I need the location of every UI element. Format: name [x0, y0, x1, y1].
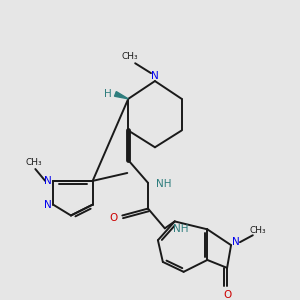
Text: CH₃: CH₃	[249, 226, 266, 235]
Text: N: N	[44, 200, 52, 210]
Text: N: N	[151, 71, 159, 81]
Text: NH: NH	[173, 224, 188, 234]
Text: CH₃: CH₃	[122, 52, 139, 61]
Text: CH₃: CH₃	[25, 158, 42, 166]
Text: N: N	[44, 176, 52, 186]
Polygon shape	[115, 92, 128, 99]
Text: O: O	[109, 214, 118, 224]
Text: O: O	[223, 290, 231, 300]
Text: N: N	[232, 237, 240, 247]
Text: H: H	[103, 89, 111, 99]
Text: NH: NH	[156, 179, 172, 189]
